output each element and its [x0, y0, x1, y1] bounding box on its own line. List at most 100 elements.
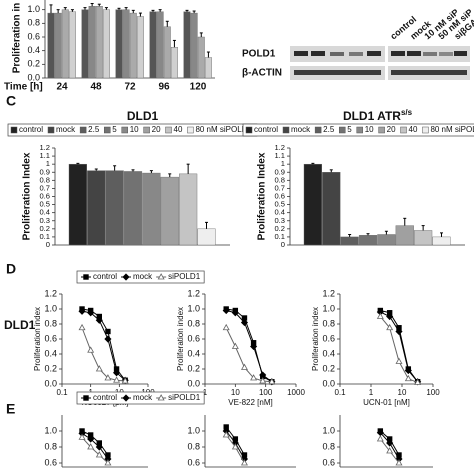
y-tick-label: 0.6	[322, 457, 335, 467]
marker	[386, 439, 394, 447]
chart-title: DLD1	[127, 109, 159, 123]
x-tick-label: 100	[259, 388, 273, 397]
marker	[404, 366, 412, 375]
y-tick-label: 0.9	[274, 167, 285, 176]
marker	[113, 376, 121, 383]
y-tick-label: 0.1	[274, 232, 285, 241]
legend-swatch	[79, 126, 87, 134]
x-tick-label: 48	[90, 82, 102, 93]
marker	[395, 357, 403, 364]
y-tick-label: 0.0	[187, 378, 200, 388]
band	[330, 52, 344, 56]
legend-label: 10	[365, 125, 374, 134]
marker	[104, 459, 112, 466]
y-axis-label: Proliferation Index	[22, 152, 33, 240]
bar	[432, 236, 451, 246]
x-tick-label: 0.1	[56, 388, 68, 397]
series-line	[81, 432, 109, 460]
error-bar	[168, 173, 172, 178]
error-bar	[94, 168, 98, 171]
error-bar	[440, 232, 444, 237]
marker	[259, 377, 267, 384]
row-label: DLD1	[4, 318, 36, 332]
bar	[142, 172, 161, 246]
marker	[231, 342, 239, 349]
legend-label: 2.5	[323, 125, 335, 134]
legend-label: 2.5	[88, 125, 100, 134]
error-bar	[90, 3, 94, 7]
title-superscript: s/s	[401, 108, 413, 117]
y-tick-label: 1.0	[27, 4, 40, 14]
error-bar	[97, 3, 101, 7]
y-tick-label: 1.0	[187, 303, 200, 313]
error-bar	[158, 9, 162, 12]
error-bar	[151, 9, 155, 12]
y-tick-label: 1.2	[44, 288, 57, 298]
x-axis-label: Time [h]	[4, 82, 43, 93]
legend-label: 5	[347, 125, 352, 134]
y-tick-label: 0.8	[187, 441, 200, 451]
marker	[95, 316, 103, 324]
y-tick-label: 0.3	[274, 216, 285, 225]
marker	[386, 312, 394, 321]
band	[311, 51, 325, 56]
marker	[83, 274, 89, 280]
x-axis-label: UCN-01 [nM]	[363, 398, 410, 407]
y-tick-label: 0.8	[39, 175, 50, 184]
error-bar	[403, 217, 407, 226]
marker	[386, 323, 394, 331]
bar	[123, 171, 143, 246]
bar	[95, 6, 103, 79]
title-text: DLD1 ATR	[343, 109, 401, 123]
bar	[358, 235, 378, 246]
error-bar	[348, 233, 352, 237]
error-bar	[199, 32, 203, 37]
legend-swatch	[339, 126, 346, 134]
y-tick-label: 0.8	[27, 18, 40, 28]
legend-swatch	[121, 126, 128, 134]
band	[407, 51, 421, 56]
marker	[121, 377, 129, 384]
y-tick-label: 0.6	[187, 457, 200, 467]
title-text: DLD1	[127, 109, 159, 123]
marker	[240, 318, 249, 327]
bar	[377, 234, 396, 246]
band	[294, 51, 308, 56]
legend-label: control	[93, 393, 117, 402]
panel-letter: D	[6, 261, 16, 277]
marker	[87, 309, 95, 317]
y-tick-label: 0.2	[39, 224, 50, 233]
marker	[112, 369, 121, 377]
bar	[47, 12, 55, 79]
y-tick-label: 0.8	[322, 441, 335, 451]
bar	[129, 12, 137, 79]
marker	[414, 378, 422, 385]
marker	[105, 328, 111, 335]
marker	[250, 374, 258, 381]
marker	[250, 342, 258, 351]
bar	[136, 16, 144, 79]
y-tick-label: 0.2	[274, 224, 285, 233]
panel-letter: C	[6, 93, 16, 109]
y-tick-label: 0.7	[39, 183, 50, 192]
y-tick-label: 0.6	[322, 333, 335, 343]
bar	[122, 9, 130, 79]
legend: control mock 2.5 5 10 20 40 80 nM siPOLD1	[242, 123, 474, 137]
y-tick-label: 1.0	[322, 303, 335, 313]
marker	[87, 443, 95, 450]
error-bar	[124, 7, 128, 10]
bar	[204, 57, 212, 79]
marker	[231, 443, 239, 450]
y-tick-label: 0.6	[27, 31, 40, 41]
error-bar	[366, 233, 370, 236]
marker	[95, 365, 103, 372]
marker	[395, 459, 403, 466]
band	[294, 70, 381, 75]
bands	[294, 51, 467, 75]
bar	[156, 11, 164, 79]
x-tick-label: 0.1	[334, 388, 346, 397]
y-tick-label: 0.2	[44, 363, 57, 373]
bar	[197, 36, 205, 79]
x-tick-label: 24	[56, 82, 68, 93]
